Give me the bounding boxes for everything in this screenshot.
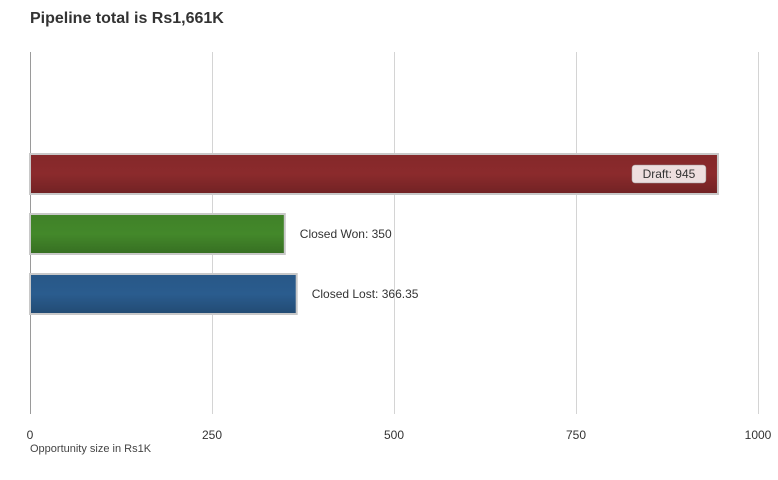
bar-shade — [31, 215, 284, 253]
x-axis-ticks: 0 250 500 750 1000 — [27, 428, 772, 442]
data-label: Draft: 945 — [643, 167, 696, 181]
x-tick-label: 1000 — [745, 428, 772, 442]
x-tick-label: 500 — [384, 428, 404, 442]
x-tick-label: 750 — [566, 428, 586, 442]
x-tick-label: 250 — [202, 428, 222, 442]
bar-shade — [31, 155, 717, 193]
bar-shade — [31, 275, 296, 313]
data-label: Closed Lost: 366.35 — [312, 287, 419, 301]
x-axis-title: Opportunity size in Rs1K — [30, 443, 152, 455]
bars: Draft: 945 Closed Won: 350 Closed Lost: 36… — [29, 153, 719, 315]
chart-title: Pipeline total is Rs1,661K — [30, 10, 224, 27]
data-label: Closed Won: 350 — [300, 227, 392, 241]
data-label-badge — [631, 164, 707, 184]
x-tick-label: 0 — [27, 428, 34, 442]
